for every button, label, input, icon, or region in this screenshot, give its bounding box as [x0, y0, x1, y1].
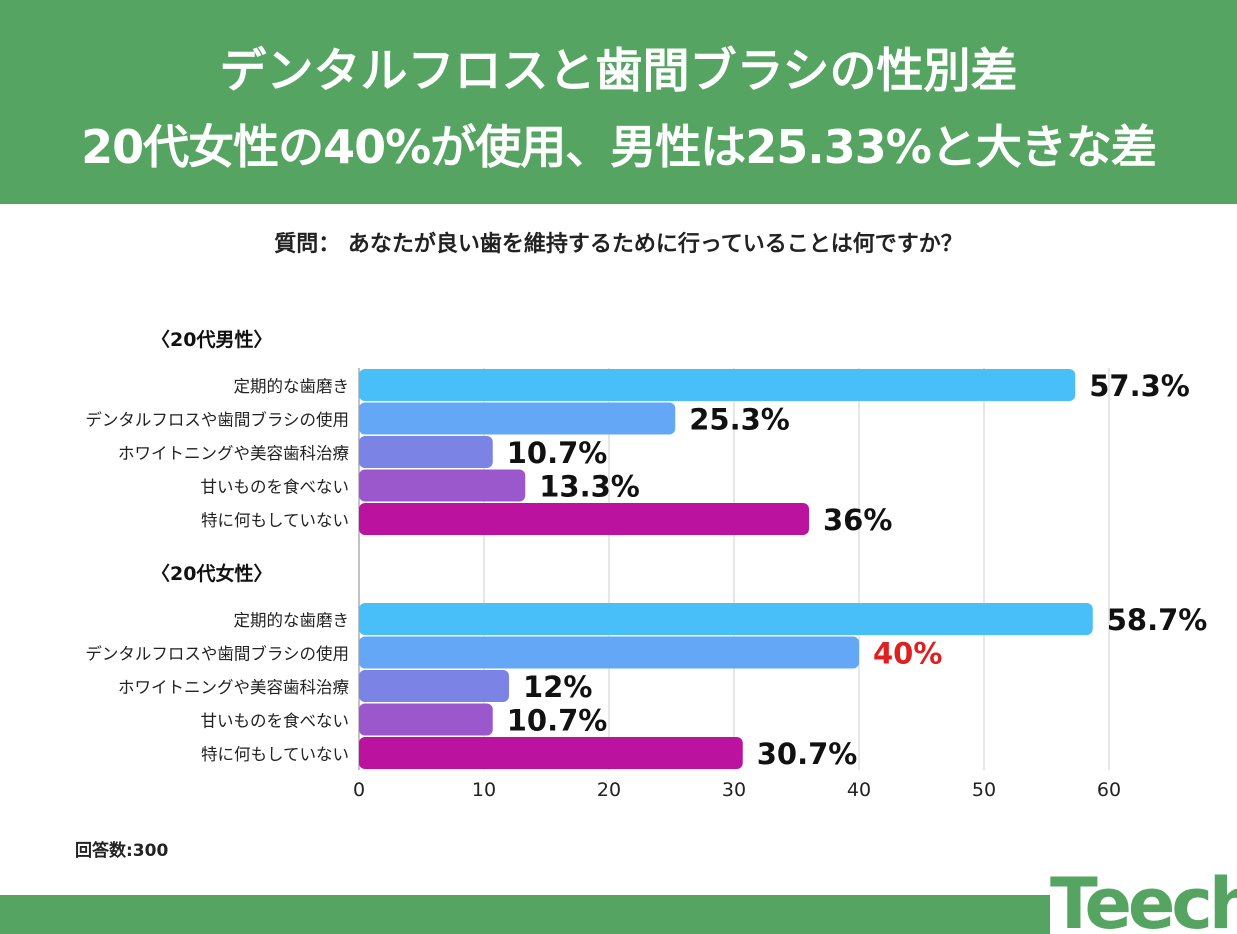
- data-label: 36%: [823, 503, 892, 537]
- bar: [359, 469, 526, 502]
- header-banner: デンタルフロスと歯間ブラシの性別差 20代女性の40%が使用、男性は25.33%…: [0, 0, 1237, 204]
- category-label: 定期的な歯磨き: [234, 611, 350, 630]
- group-title: 〈20代女性〉: [151, 562, 272, 585]
- data-label: 10.7%: [507, 704, 608, 738]
- category-label: 特に何もしていない: [201, 511, 349, 530]
- category-label: デンタルフロスや歯間ブラシの使用: [85, 410, 349, 430]
- response-count: 回答数:300: [75, 841, 169, 861]
- bar: [359, 436, 493, 468]
- title-line-1: デンタルフロスと歯間ブラシの性別差: [219, 44, 1018, 99]
- footer-bar: [0, 895, 1050, 934]
- teech-logo: Teech: [1050, 863, 1237, 934]
- group-title: 〈20代男性〉: [151, 328, 272, 351]
- category-label: 特に何もしていない: [201, 745, 349, 764]
- x-tick-label: 0: [353, 779, 365, 801]
- bar: [359, 369, 1076, 401]
- data-label: 25.3%: [689, 403, 790, 437]
- bar: [359, 603, 1093, 635]
- x-tick-label: 60: [1097, 779, 1121, 801]
- question-text: 質問： あなたが良い歯を維持するために行っていることは何ですか？: [274, 232, 963, 257]
- bar: [359, 402, 676, 435]
- category-label: ホワイトニングや美容歯科治療: [118, 444, 349, 463]
- category-label: 定期的な歯磨き: [234, 377, 350, 396]
- category-label: ホワイトニングや美容歯科治療: [118, 678, 349, 697]
- bar: [359, 636, 859, 669]
- category-label: 甘いものを食べない: [201, 712, 350, 731]
- bar: [359, 670, 509, 702]
- x-tick-label: 50: [972, 779, 996, 801]
- bar-chart: 0 10 20 30 40 50 60 〈20代男性〉定期的な歯磨き 57.3% デンタルフロスや…: [85, 328, 1208, 801]
- data-label: 58.7%: [1107, 603, 1208, 637]
- x-tick-label: 40: [847, 779, 871, 801]
- data-label: 57.3%: [1089, 369, 1190, 403]
- bar: [359, 703, 493, 736]
- bar: [359, 737, 743, 769]
- title-line-2: 20代女性の40%が使用、男性は25.33%と大きな差: [81, 120, 1157, 174]
- category-label: 甘いものを食べない: [201, 478, 350, 497]
- logo-text: Teech: [1050, 863, 1237, 934]
- data-label: 30.7%: [757, 737, 858, 771]
- data-label: 12%: [523, 670, 592, 704]
- bar: [359, 503, 809, 535]
- x-tick-label: 30: [722, 779, 746, 801]
- data-label: 40%: [873, 637, 942, 671]
- data-label: 10.7%: [507, 436, 608, 470]
- x-tick-label: 20: [597, 779, 621, 801]
- data-label: 13.3%: [539, 470, 640, 504]
- category-label: デンタルフロスや歯間ブラシの使用: [85, 644, 349, 664]
- x-tick-label: 10: [472, 779, 496, 801]
